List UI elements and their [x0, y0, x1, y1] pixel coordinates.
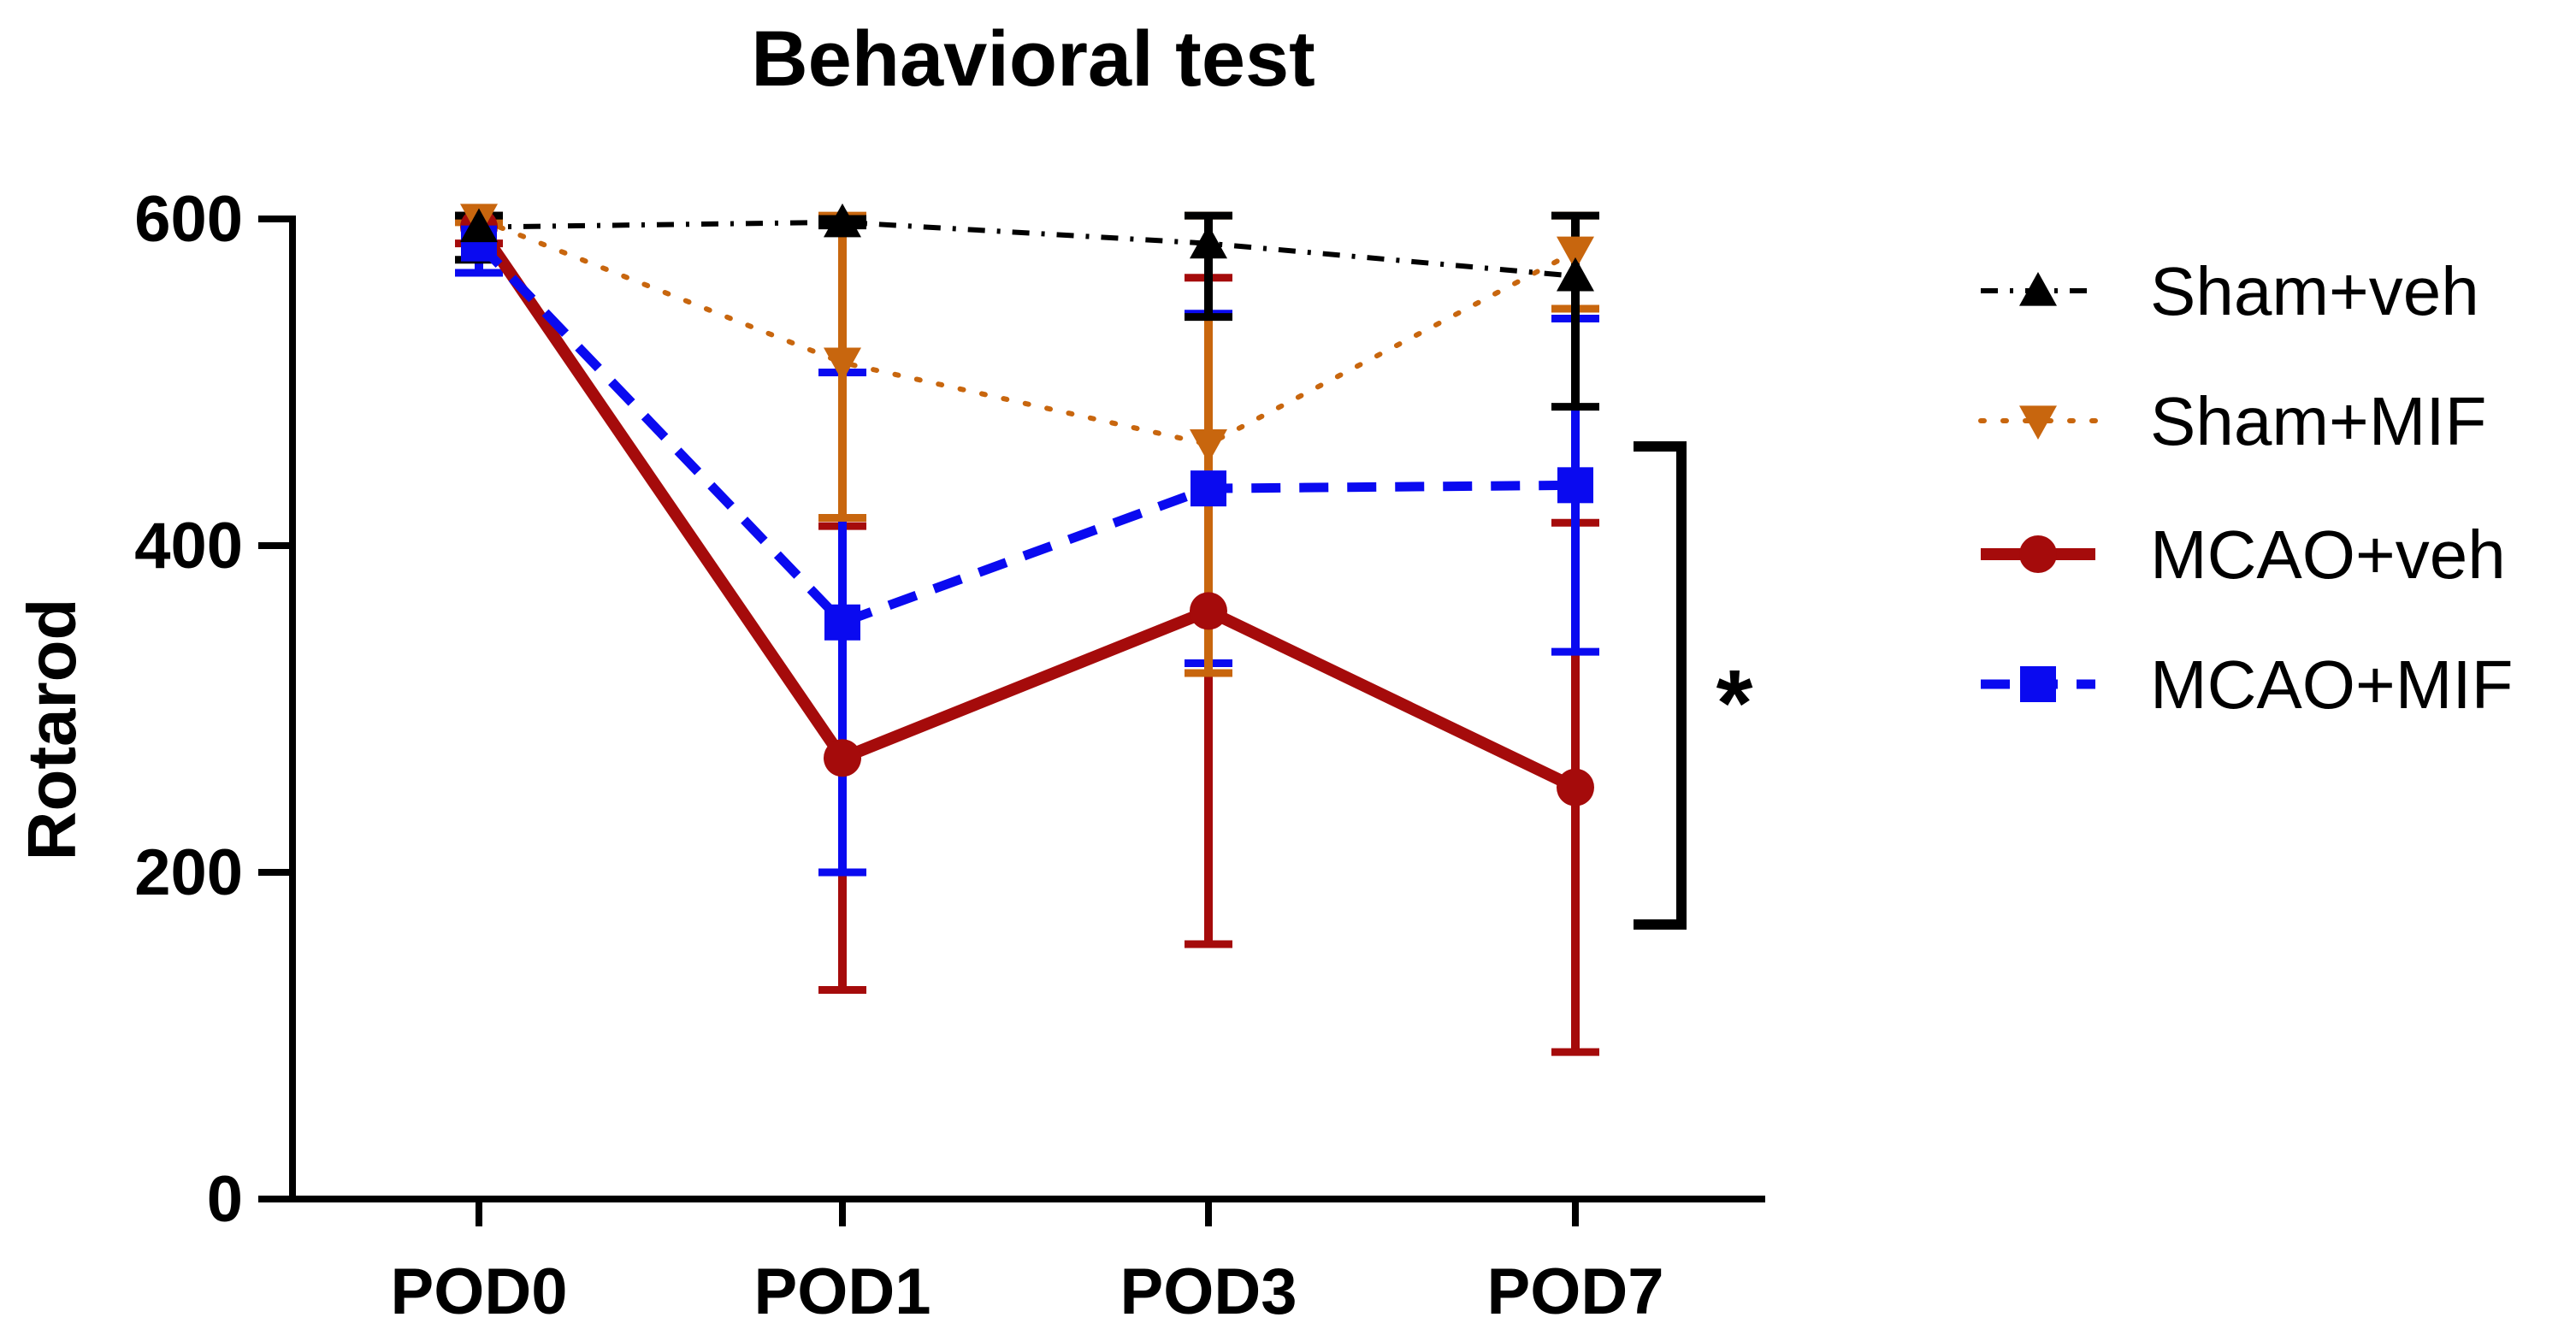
markers: [460, 203, 1594, 806]
legend-item-sham-veh: Sham+veh: [1981, 253, 2479, 329]
point-sham-veh-pod7: [1557, 257, 1594, 292]
point-mcao-veh-pod3: [1190, 592, 1227, 630]
point-mcao-veh-pod1: [824, 739, 861, 777]
legend-item-mcao-mif: MCAO+MIF: [1981, 647, 2513, 723]
y-tick-label-200: 200: [134, 836, 243, 909]
legend-label-sham-veh: Sham+veh: [2150, 253, 2479, 329]
point-sham-veh-pod1: [824, 203, 861, 238]
point-mcao-mif-pod7: [1557, 467, 1593, 504]
legend-marker-sham-veh: [2019, 272, 2057, 306]
bracket-line: [1634, 441, 1687, 930]
point-mcao-mif-pod1: [824, 604, 860, 641]
point-mcao-veh-pod7: [1557, 768, 1594, 806]
x-tick-label-pod0: POD0: [391, 1255, 568, 1328]
significance-bracket: *: [1634, 441, 1753, 930]
error-bars: [455, 211, 1599, 1056]
legend-marker-sham-mif: [2019, 405, 2057, 440]
legend-label-mcao-veh: MCAO+veh: [2150, 517, 2506, 593]
legend: Sham+veh Sham+MIF MCAO+veh MCAO+MIF: [1978, 253, 2513, 723]
axes: 0 200 400 600 POD0 POD1 POD3 POD7: [134, 183, 1765, 1328]
x-tick-label-pod7: POD7: [1487, 1255, 1664, 1328]
y-tick-label-400: 400: [134, 510, 243, 582]
point-mcao-mif-pod3: [1191, 470, 1226, 507]
series-line-sham-mif: [476, 216, 1578, 447]
point-sham-veh-pod3: [1190, 224, 1227, 259]
x-tick-label-pod3: POD3: [1120, 1255, 1297, 1328]
series-line-mcao-mif: [476, 239, 1576, 628]
point-sham-veh-pod0: [460, 208, 498, 243]
legend-label-mcao-mif: MCAO+MIF: [2150, 647, 2513, 723]
chart-title: Behavioral test: [751, 15, 1315, 103]
x-tick-label-pod1: POD1: [754, 1255, 931, 1328]
series-lines: [474, 216, 1579, 793]
y-tick-label-0: 0: [207, 1163, 243, 1236]
legend-label-sham-mif: Sham+MIF: [2150, 383, 2486, 459]
significance-star: *: [1716, 651, 1753, 756]
y-tick-label-600: 600: [134, 183, 243, 256]
legend-marker-mcao-veh: [2019, 535, 2057, 573]
series-line-mcao-veh: [474, 223, 1579, 793]
point-sham-mif-pod7: [1557, 236, 1594, 271]
legend-marker-mcao-mif: [2020, 666, 2056, 702]
y-axis-label: Rotarod: [14, 599, 90, 861]
legend-item-sham-mif: Sham+MIF: [1978, 383, 2486, 459]
legend-item-mcao-veh: MCAO+veh: [1981, 517, 2506, 593]
point-sham-mif-pod1: [824, 347, 861, 382]
point-sham-mif-pod3: [1190, 428, 1227, 464]
series-line-sham-veh: [478, 219, 1576, 279]
